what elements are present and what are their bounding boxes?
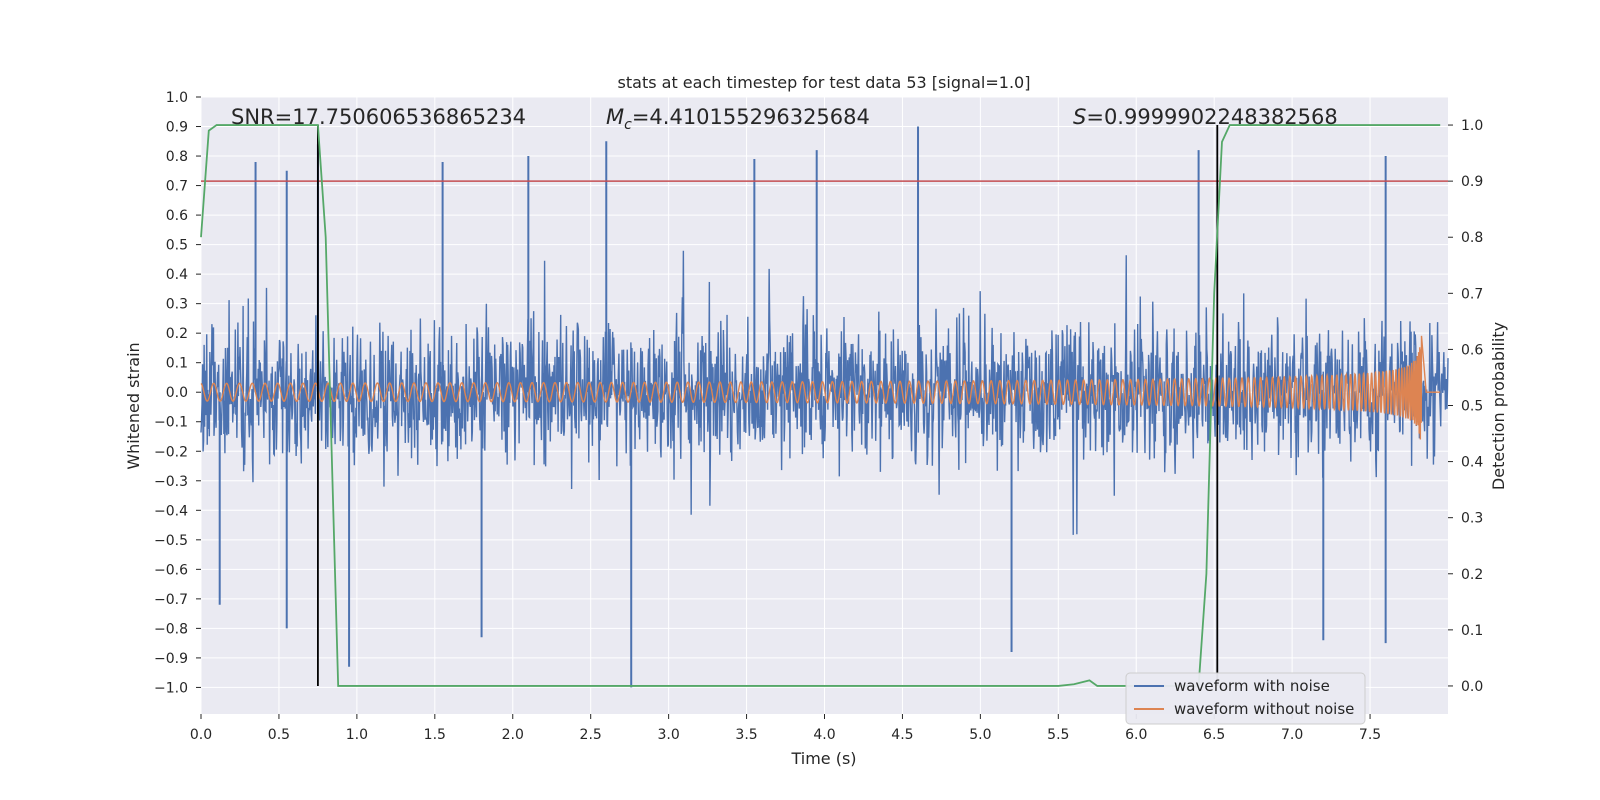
- x-tick-label: 2.0: [502, 727, 524, 743]
- chirp-mass-value: =4.410155296325684: [632, 105, 870, 129]
- x-tick-label: 1.0: [346, 727, 368, 743]
- y2-tick-label: 0.5: [1461, 399, 1483, 415]
- y-tick-label: −0.8: [154, 621, 188, 637]
- y2-axis-label: Detection probability: [1489, 322, 1508, 490]
- y2-tick-label: 0.0: [1461, 679, 1483, 695]
- y2-tick-label: 0.1: [1461, 623, 1483, 639]
- legend: waveform with noise waveform without noi…: [1125, 672, 1366, 725]
- y2-tick-label: 0.6: [1461, 342, 1483, 358]
- y-axis-ticks: 1.0 0.9 0.8 0.7 0.6 0.5 0.4 0.3 0.2 0.1 0.0 −0.1 −0.…: [154, 90, 201, 696]
- series-waveform-without-noise: [200, 335, 1441, 440]
- series-detection-probability: [200, 124, 1441, 687]
- y-tick-label: −0.4: [154, 503, 188, 519]
- y2-tick-label: 0.8: [1461, 230, 1483, 246]
- y2-axis-ticks: 1.0 0.9 0.8 0.7 0.6 0.5 0.4 0.3 0.2 0.1 0.0: [1448, 118, 1483, 695]
- x-tick-label: 7.0: [1281, 727, 1303, 743]
- y-tick-label: −0.2: [154, 444, 188, 460]
- x-tick-label: 4.5: [891, 727, 913, 743]
- y2-tick-label: 0.7: [1461, 286, 1483, 302]
- chirp-mass-annotation: Mc=4.410155296325684: [606, 105, 870, 133]
- y-tick-label: 0.6: [166, 208, 188, 224]
- y2-tick-label: 0.9: [1461, 174, 1483, 190]
- y-tick-label: 0.1: [166, 356, 188, 372]
- snr-annotation: SNR=17.750606536865234: [231, 105, 526, 129]
- x-tick-label: 0.0: [190, 727, 212, 743]
- y-axis-label: Whitened strain: [124, 342, 143, 469]
- x-axis-ticks: 0.0 0.5 1.0 1.5 2.0 2.5 3.0 3.5 4.0 4.5 5.0 5.5 6.0 6…: [190, 714, 1381, 743]
- y-tick-label: 0.7: [166, 179, 188, 195]
- y-tick-label: 1.0: [166, 90, 188, 106]
- chirp-mass-symbol: M: [606, 105, 624, 129]
- significance-value: =0.9999902248382568: [1086, 105, 1337, 129]
- y-tick-label: 0.3: [166, 297, 188, 313]
- significance-annotation: S=0.9999902248382568: [1073, 105, 1338, 129]
- x-tick-label: 5.5: [1047, 727, 1069, 743]
- series-waveform-with-noise: [200, 126, 1449, 688]
- y-tick-label: −0.5: [154, 533, 188, 549]
- significance-symbol: S: [1073, 105, 1086, 129]
- y2-tick-label: 0.3: [1461, 511, 1483, 527]
- x-tick-label: 3.0: [657, 727, 679, 743]
- y-tick-label: −0.9: [154, 651, 188, 667]
- y2-tick-label: 0.4: [1461, 455, 1483, 471]
- y-tick-label: −0.3: [154, 474, 188, 490]
- legend-box: [1125, 672, 1366, 725]
- y-tick-label: 0.4: [166, 267, 188, 283]
- chirp-trace: [200, 335, 1441, 440]
- x-tick-label: 0.5: [268, 727, 290, 743]
- probability-trace: [200, 124, 1441, 687]
- y-tick-label: 0.2: [166, 326, 188, 342]
- y-tick-label: 0.0: [166, 385, 188, 401]
- x-tick-label: 5.0: [969, 727, 991, 743]
- y-tick-label: −0.6: [154, 562, 188, 578]
- x-tick-label: 3.5: [735, 727, 757, 743]
- y-tick-label: −0.1: [154, 415, 188, 431]
- x-tick-label: 2.5: [580, 727, 602, 743]
- y-tick-label: −1.0: [154, 680, 188, 696]
- y-tick-label: 0.5: [166, 238, 188, 254]
- chirp-mass-subscript: c: [624, 117, 632, 133]
- y-tick-label: −0.7: [154, 592, 188, 608]
- y2-tick-label: 0.2: [1461, 567, 1483, 583]
- noise-trace: [200, 250, 1449, 535]
- x-axis-label: Time (s): [790, 749, 856, 768]
- legend-label-noise: waveform with noise: [1174, 677, 1330, 695]
- chart-title: stats at each timestep for test data 53 …: [618, 73, 1031, 92]
- y-tick-label: 0.8: [166, 149, 188, 165]
- y2-tick-label: 1.0: [1461, 118, 1483, 134]
- x-tick-label: 6.5: [1203, 727, 1225, 743]
- x-tick-label: 1.5: [424, 727, 446, 743]
- x-tick-label: 7.5: [1359, 727, 1381, 743]
- x-tick-label: 6.0: [1125, 727, 1147, 743]
- y-tick-label: 0.9: [166, 120, 188, 136]
- x-tick-label: 4.0: [813, 727, 835, 743]
- legend-label-clean: waveform without noise: [1174, 700, 1354, 718]
